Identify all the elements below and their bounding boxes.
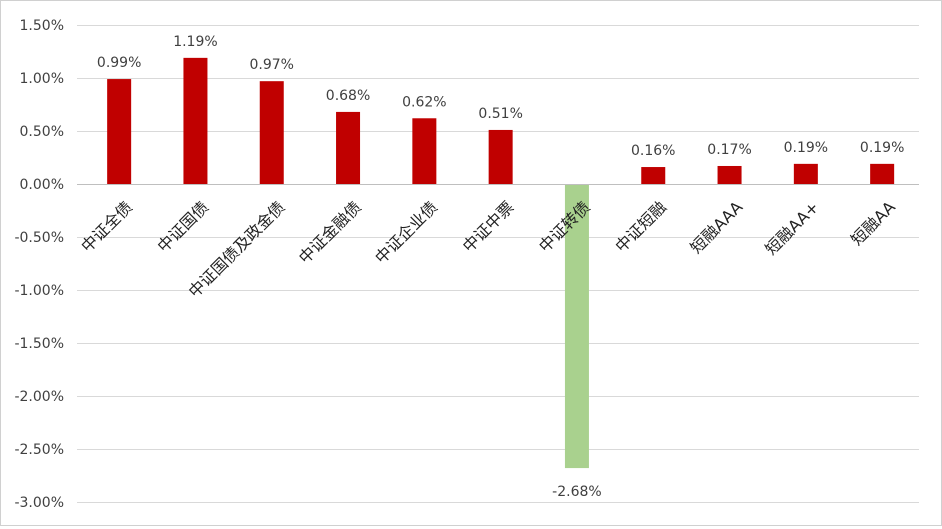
data-label: 0.19%: [784, 140, 828, 156]
category-label: 短融AAA: [686, 197, 746, 257]
bar-9: [717, 165, 742, 184]
category-label: 短融AA+: [761, 197, 822, 258]
data-label: 1.19%: [173, 34, 217, 50]
bar-6: [488, 129, 513, 184]
category-label: 中证短融: [611, 197, 670, 256]
category-label: 短融AA: [847, 197, 899, 249]
bar-11: [870, 163, 895, 184]
y-tick-label: 0.50%: [20, 124, 64, 140]
bar-1: [107, 79, 132, 184]
bar-3: [259, 81, 284, 184]
bar-5: [412, 118, 437, 184]
bars: [107, 57, 895, 469]
data-label: 0.68%: [326, 88, 370, 104]
category-label: 中证企业债: [371, 197, 441, 267]
y-tick-label: 1.50%: [20, 18, 64, 34]
y-tick-label: -2.00%: [14, 389, 64, 405]
data-label: 0.16%: [631, 143, 675, 159]
category-label: 中证全债: [77, 197, 136, 256]
data-label: 0.97%: [250, 57, 294, 73]
y-tick-label: -1.50%: [14, 336, 64, 352]
category-label: 中证金融债: [295, 197, 365, 267]
data-label: 0.19%: [860, 140, 904, 156]
bar-4: [336, 111, 361, 184]
y-tick-label: 1.00%: [20, 71, 64, 87]
bar-2: [183, 57, 208, 184]
data-labels: 0.99% 1.19% 0.97% 0.68% 0.62% 0.51% -2.68% 0.16…: [97, 34, 904, 500]
data-label: 0.51%: [478, 106, 522, 122]
y-tick-label: -3.00%: [14, 495, 64, 511]
data-label: 0.62%: [402, 94, 446, 110]
bar-10: [793, 163, 818, 184]
data-label: -2.68%: [552, 484, 602, 500]
gridlines: [77, 25, 919, 503]
y-tick-label: 0.00%: [20, 177, 64, 193]
category-label: 中证中票: [459, 197, 518, 256]
y-tick-label: -1.00%: [14, 283, 64, 299]
y-tick-label: -0.50%: [14, 230, 64, 246]
y-tick-label: -2.50%: [14, 442, 64, 458]
bar-7: [564, 184, 589, 469]
data-label: 0.99%: [97, 55, 141, 71]
category-label: 中证国债: [154, 197, 213, 256]
bar-8: [641, 167, 666, 184]
y-axis-tick-labels: 1.50% 1.00% 0.50% 0.00% -0.50% -1.00% -1.50% -2…: [14, 18, 64, 511]
data-label: 0.17%: [707, 142, 751, 158]
